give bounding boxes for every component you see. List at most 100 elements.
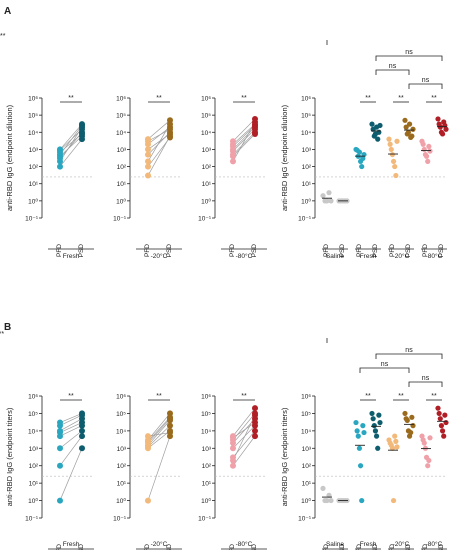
b-grouped-g0-pfd-point <box>326 492 332 498</box>
a-paired-g0-pair-line <box>59 123 83 150</box>
b-grouped-g2-pfd-point <box>394 444 400 450</box>
b-paired-g1-pair-line <box>147 435 171 501</box>
b-grouped-g3-pfd-point <box>421 440 427 446</box>
a-paired-g2-pfd-point <box>230 158 236 165</box>
a-paired-g0-pair-line <box>59 135 83 157</box>
a-paired-g2-pair-line <box>232 132 256 155</box>
a-paired-g2-y-tick-label: 10⁶ <box>201 96 211 103</box>
b-grouped-g0-pfd-point <box>328 497 334 504</box>
b-paired-g2-pair-line <box>232 414 256 461</box>
b-paired-g0-pair-line <box>59 448 83 501</box>
b-paired-g2-pfd-point <box>230 445 236 452</box>
a-grouped-g2-pfd-point <box>392 163 398 170</box>
a-paired-g2-psd-point <box>252 130 258 137</box>
b-paired-g2-y-tick-label: 10⁴ <box>201 428 211 435</box>
b-grouped-g1-pfd-point <box>361 429 367 436</box>
a-paired-g2-y-tick-label: 10³ <box>202 147 212 154</box>
b-grouped-g2-psd-point <box>404 417 410 423</box>
a-grouped-g2-x-tick-label: PSD <box>405 244 412 258</box>
a-grouped-g3-sig-label: ** <box>431 95 437 102</box>
b-paired-g0-y-tick-label: 10⁰ <box>28 497 38 505</box>
a-grouped-y-tick-label: 10² <box>302 164 312 171</box>
b-grouped-g1-pfd-point <box>360 423 366 429</box>
b-paired-g2-psd-point <box>252 419 258 426</box>
b-paired-g2-psd-point <box>252 405 258 412</box>
a-grouped-g3-pfd-point <box>421 146 427 153</box>
a-paired-g1-group-label: -20°C <box>151 252 168 260</box>
a-grouped-g0-group-label: Saline <box>326 253 344 260</box>
b-paired-g2-pair-line <box>232 425 256 449</box>
b-grouped-g1-psd-point <box>371 423 377 429</box>
b-paired-g2-pair-line <box>232 435 256 466</box>
a-grouped-g0-x-tick-label: PFD <box>323 244 330 257</box>
a-paired-g1-pfd-point <box>145 172 151 179</box>
a-grouped-g3-psd-point <box>439 131 446 137</box>
a-grouped-bracket1-label: ns <box>405 49 413 56</box>
a-paired-g2-pair-line <box>232 125 256 147</box>
b-paired-g1-psd-point <box>167 422 173 429</box>
b-paired-g0-psd-point <box>79 433 85 440</box>
b-grouped-y-axis-label: anti-RBD IgG (endpoint titers) <box>280 407 289 506</box>
b-grouped-g1-x-tick-label: PFD <box>356 544 363 550</box>
a-paired-g0-y-tick-label: 10⁶ <box>28 96 38 103</box>
b-grouped-g1-x-tick-label: PSD <box>372 544 379 550</box>
b-grouped-g2-psd-point <box>410 423 416 429</box>
a-grouped-g2-pfd-point <box>387 141 393 147</box>
a-paired-g0-pair-line <box>59 138 83 167</box>
a-paired-g2-y-tick-label: 10⁵ <box>201 113 211 120</box>
b-paired-g2-x-tick-label: PFD <box>229 544 236 550</box>
a-paired-y-axis-label: anti-RBD IgG (endpoint dilution) <box>5 104 14 211</box>
b-grouped-bracket3-label: ns <box>422 375 430 382</box>
b-paired-g0-group-label: Fresh <box>63 541 80 548</box>
b-grouped-g3-pfd-point <box>427 435 433 441</box>
b-grouped-g2-sig-label: ** <box>398 393 404 400</box>
a-grouped-y-tick-label: 10⁵ <box>301 113 311 120</box>
b-grouped-g3-group-label: -80°C <box>426 540 443 548</box>
a-grouped-g1-pfd-point <box>356 149 363 155</box>
a-paired-g2-x-tick-label: PFD <box>229 244 236 257</box>
b-paired-g1-sig-label: ** <box>156 393 162 400</box>
a-paired-g0-x-tick-label: PFD <box>56 244 63 257</box>
b-paired-g0-pfd-point <box>57 462 63 469</box>
a-paired-g1-pair-line <box>147 133 171 150</box>
b-paired-g1-x-tick-label: PFD <box>144 544 151 550</box>
a-grouped-g3-x-tick-label: PFD <box>422 244 429 257</box>
b-grouped-g3-x-tick-label: PFD <box>422 544 429 550</box>
b-grouped-g1-pfd-point <box>353 419 359 426</box>
a-grouped-g2-psd-point <box>402 117 408 123</box>
b-paired-g2-y-tick-label: 10⁶ <box>201 394 211 401</box>
b-paired-g1-pair-line <box>147 417 171 442</box>
b-grouped-y-tick-label: 10¹ <box>302 481 312 488</box>
b-paired-g2-y-tick-label: 10² <box>202 463 212 470</box>
b-paired-g1-psd-point <box>167 429 173 436</box>
b-grouped-g2-psd-point <box>408 429 414 436</box>
a-grouped-y-tick-label: 10⁻¹ <box>298 216 312 223</box>
b-paired-g1-pair-line <box>147 420 171 446</box>
b-paired-g1-pair-line <box>147 432 171 437</box>
b-grouped-y-tick-label: 10⁴ <box>301 428 311 435</box>
panel-label-a: A <box>4 6 11 17</box>
b-paired-g1-y-tick-label: 10³ <box>117 446 127 453</box>
b-paired-g2-psd-point <box>252 427 258 434</box>
a-paired-g1-y-tick-label: 10⁻¹ <box>113 216 127 223</box>
b-paired-y-axis-label: anti-RBD IgG (endpoint titers) <box>5 407 14 506</box>
panel-label-b: B <box>4 322 11 333</box>
b-paired-g2-pair-line <box>232 407 256 437</box>
a-paired-g0-psd-point <box>79 122 85 129</box>
b-paired-g1-x-tick-label: PSD <box>166 544 173 550</box>
a-grouped-g0-x-tick-label: PSD <box>339 244 346 258</box>
b-grouped-g0-group-label: Saline <box>326 541 344 548</box>
b-paired-g0-pair-line <box>59 414 83 426</box>
a-grouped-g3-x-tick-label: PSD <box>438 244 445 258</box>
a-paired-g0-pfd-point <box>57 163 63 170</box>
a-paired-g0-y-tick-label: 10⁵ <box>28 113 38 120</box>
a-paired-g0-pair-line <box>59 132 83 159</box>
a-grouped-g1-group-label: Fresh <box>360 253 377 260</box>
b-grouped-g1-psd-point <box>372 428 379 434</box>
b-grouped-bracket0-label: *** <box>0 331 4 338</box>
b-grouped-y-tick-label: 10⁻¹ <box>298 516 312 523</box>
a-paired-g0-x-tick-label: PSD <box>78 244 85 258</box>
b-grouped-g3-psd-point <box>438 423 445 429</box>
b-paired-g0-pair-line <box>59 413 83 423</box>
a-grouped-g2-psd-point <box>403 124 409 130</box>
